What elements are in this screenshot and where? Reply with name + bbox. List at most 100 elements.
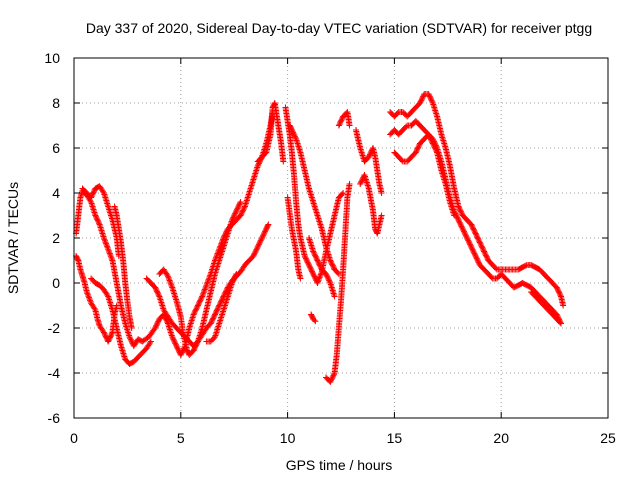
data-point (468, 221, 475, 228)
data-point (378, 212, 385, 219)
data-point (346, 122, 353, 129)
data-point (338, 116, 345, 123)
data-point (306, 263, 313, 270)
data-point (476, 239, 483, 246)
data-point (428, 136, 434, 143)
data-point (357, 179, 364, 186)
data-point (174, 344, 181, 351)
data-point (413, 148, 420, 155)
data-point (101, 330, 108, 337)
data-point (470, 249, 477, 256)
data-point (327, 377, 334, 384)
data-point (88, 193, 95, 200)
data-point (229, 215, 236, 222)
data-point (229, 217, 236, 223)
y-tick-label: 10 (44, 50, 60, 66)
data-point (211, 312, 218, 319)
data-point (259, 235, 265, 241)
data-point (147, 338, 154, 345)
data-point (327, 379, 334, 385)
data-point (232, 272, 239, 279)
data-point (155, 290, 162, 297)
data-point (479, 245, 486, 252)
data-point (106, 249, 113, 256)
data-point (165, 274, 172, 281)
data-point (212, 311, 218, 318)
data-point (113, 302, 120, 309)
data-point (190, 311, 197, 318)
data-point (412, 149, 419, 156)
data-point (316, 262, 323, 269)
data-point (426, 92, 433, 99)
chart-title: Day 337 of 2020, Sidereal Day-to-day VTE… (86, 20, 592, 36)
data-point (233, 208, 240, 214)
data-point (177, 352, 184, 358)
data-point (306, 262, 312, 268)
data-point (463, 233, 470, 240)
data-point (417, 98, 424, 105)
data-point (475, 259, 482, 266)
data-point (458, 209, 465, 216)
data-point (193, 342, 200, 349)
data-point (472, 251, 478, 258)
data-point (251, 251, 257, 258)
data-point (238, 211, 245, 218)
x-tick-label: 0 (70, 430, 78, 446)
data-point (297, 275, 304, 282)
data-point (107, 253, 114, 260)
data-point (553, 284, 560, 291)
data-point (126, 334, 133, 340)
y-tick-label: 8 (52, 95, 60, 111)
data-point (417, 100, 423, 106)
data-point (237, 199, 244, 205)
data-point (154, 319, 161, 326)
data-point (472, 253, 479, 259)
data-point (310, 271, 317, 277)
data-point (316, 274, 323, 281)
data-point (229, 278, 236, 285)
data-point (429, 98, 436, 105)
data-point (314, 257, 321, 264)
data-point (429, 139, 436, 146)
data-point (291, 133, 298, 140)
data-point (554, 285, 561, 292)
data-point (477, 240, 484, 247)
data-point (241, 204, 248, 211)
data-point (323, 271, 329, 277)
data-point (415, 143, 422, 150)
data-point (315, 258, 322, 265)
data-points (73, 91, 567, 385)
data-point (215, 303, 222, 310)
data-point (326, 278, 333, 285)
data-point (88, 194, 95, 201)
x-tick-label: 25 (600, 430, 616, 446)
data-point (315, 278, 321, 285)
data-point (481, 248, 488, 255)
data-point (178, 350, 185, 357)
data-point (87, 297, 93, 304)
data-point (305, 260, 312, 267)
data-point (313, 254, 320, 261)
data-point (455, 217, 462, 223)
x-tick-label: 10 (280, 430, 296, 446)
data-point (457, 222, 464, 229)
data-point (433, 148, 440, 155)
data-point (470, 226, 477, 233)
data-point (261, 229, 268, 236)
data-point (180, 346, 187, 353)
data-point (171, 339, 178, 346)
data-point (462, 232, 469, 239)
data-point (560, 302, 567, 309)
data-point (200, 290, 207, 297)
data-point (464, 235, 470, 241)
data-point (208, 319, 215, 326)
data-point (280, 158, 287, 165)
data-point (451, 212, 458, 219)
data-point (556, 290, 563, 297)
data-point (425, 91, 432, 97)
data-point (155, 318, 162, 325)
data-point (194, 339, 201, 346)
data-point (317, 263, 324, 270)
